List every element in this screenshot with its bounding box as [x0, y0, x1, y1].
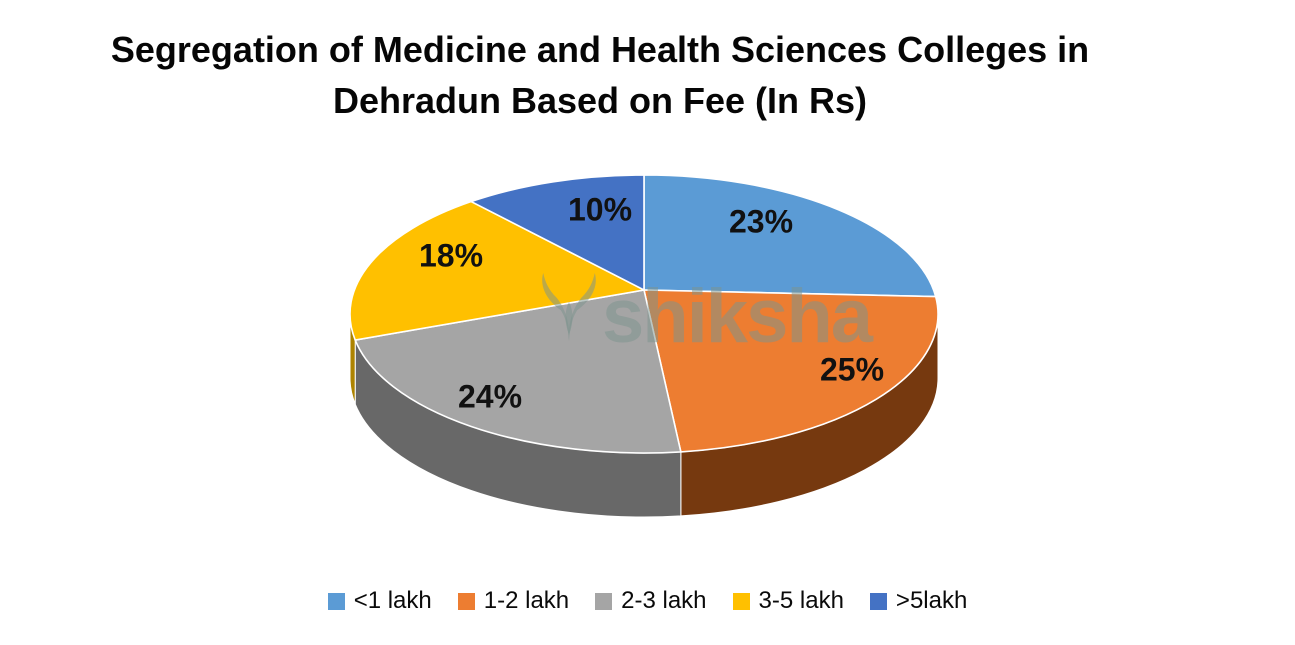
legend: <1 lakh 1-2 lakh 2-3 lakh 3-5 lakh >5lak… [0, 586, 1295, 616]
pie-data-label: 10% [567, 191, 633, 228]
legend-label: <1 lakh [353, 587, 432, 614]
chart-title: Segregation of Medicine and Health Scien… [0, 24, 1200, 126]
pie-slice-2 [354, 289, 682, 454]
pie-data-label: 18% [418, 237, 484, 274]
legend-item: 1-2 lakh [457, 586, 570, 616]
pie-data-label: 25% [819, 351, 885, 388]
legend-item: 3-5 lakh [732, 586, 844, 616]
legend-swatch [327, 592, 345, 610]
chart-title-line2: Dehradun Based on Fee (In Rs) [332, 80, 868, 121]
legend-item: >5lakh [869, 586, 968, 616]
pie-slice-4 [470, 174, 645, 291]
chart-title-line1: Segregation of Medicine and Health Scien… [110, 29, 1090, 70]
legend-swatch [869, 592, 887, 610]
legend-label: >5lakh [895, 587, 968, 614]
legend-item: 2-3 lakh [595, 586, 707, 616]
legend-swatch [732, 592, 750, 610]
legend-swatch [457, 592, 475, 610]
legend-item: <1 lakh [327, 586, 432, 616]
legend-swatch [595, 592, 613, 610]
pie-slice-1 [643, 289, 939, 453]
pie-slice-3 [349, 200, 645, 341]
legend-label: 1-2 lakh [483, 587, 570, 614]
pie-data-label: 24% [457, 378, 523, 415]
legend-label: 2-3 lakh [621, 587, 707, 614]
legend-label: 3-5 lakh [758, 587, 844, 614]
pie-data-label: 23% [728, 203, 794, 240]
pie-slice-0 [643, 174, 937, 298]
